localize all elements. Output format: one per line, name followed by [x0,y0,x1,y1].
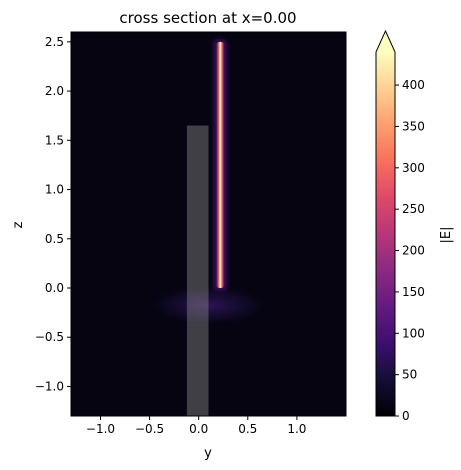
colorbar-outline [375,29,396,417]
y-tick-label: −1.0 [35,379,64,393]
x-axis-label: y [204,446,212,461]
colorbar-tick-label: 150 [402,285,425,299]
y-tick-label: 2.5 [45,35,64,49]
structure-waveguide-lower [186,327,209,416]
colorbar-tick-label: 200 [402,244,425,258]
x-tick-label: −1.0 [86,422,115,436]
chart-title: cross section at x=0.00 [119,9,296,27]
colorbar-tick-label: 0 [402,409,410,423]
x-tick-label: −0.5 [135,422,164,436]
colorbar-tick-label: 350 [402,119,425,133]
y-tick-label: 2.0 [45,84,64,98]
colorbar-gradient-bar [376,52,395,416]
y-tick-label: 0.0 [45,281,64,295]
plot-frame [70,31,347,417]
x-axis: −1.0 −0.5 0.0 0.5 1.0 [86,416,306,436]
colorbar-tick-label: 50 [402,368,417,382]
structure-waveguide-upper [186,125,209,328]
x-tick-label: 1.0 [287,422,306,436]
colorbar-label: |E| [439,227,454,244]
colorbar: 0 50 100 150 200 250 300 350 400 [375,29,425,423]
colorbar-tick-label: 400 [402,78,425,92]
colorbar-tick-label: 300 [402,161,425,175]
colorbar-tick-label: 100 [402,326,425,340]
x-tick-label: 0.5 [238,422,257,436]
x-tick-label: 0.0 [189,422,208,436]
y-tick-label: 0.5 [45,232,64,246]
y-axis-label: z [11,221,26,228]
y-tick-label: 1.0 [45,183,64,197]
colorbar-extend-arrow [376,31,395,52]
y-tick-label: −0.5 [35,330,64,344]
field-strip [215,41,225,288]
plot-area [70,31,347,417]
y-tick-label: 1.5 [45,133,64,147]
y-axis: −1.0 −0.5 0.0 0.5 1.0 1.5 2.0 2.5 [35,35,71,393]
substrate-glow [144,283,273,328]
colorbar-tick-label: 250 [402,202,425,216]
heatmap-background [71,32,346,416]
